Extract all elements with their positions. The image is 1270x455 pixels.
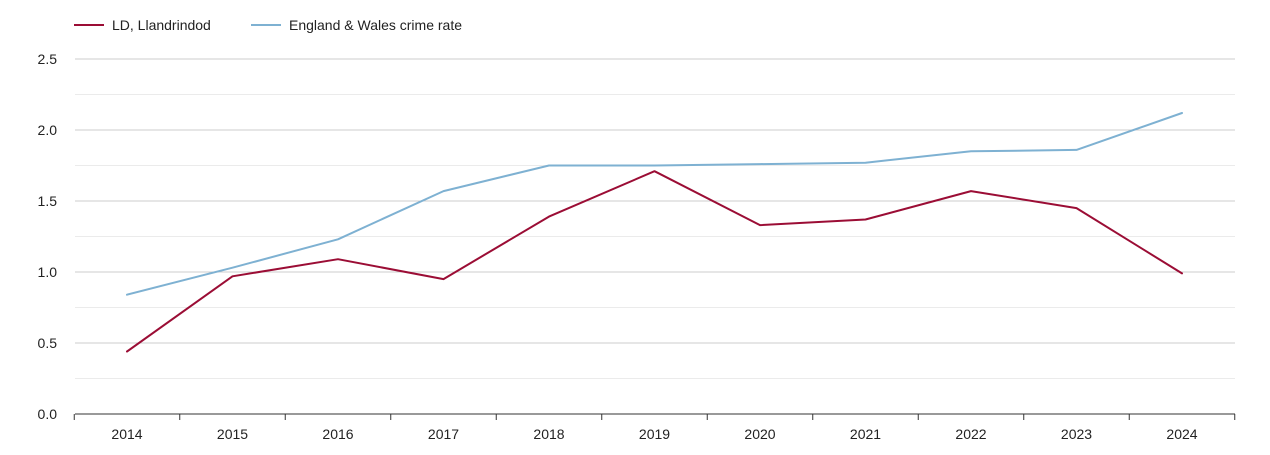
legend-label: LD, Llandrindod bbox=[112, 17, 211, 33]
y-tick-label: 1.5 bbox=[38, 193, 58, 209]
y-axis: 0.0 0.5 1.0 1.5 2.0 2.5 bbox=[38, 51, 58, 422]
x-tick-label: 2023 bbox=[1061, 426, 1092, 442]
y-tick-label: 1.0 bbox=[38, 264, 58, 280]
x-tick-label: 2024 bbox=[1166, 426, 1197, 442]
x-tick-label: 2020 bbox=[744, 426, 775, 442]
y-tick-label: 2.5 bbox=[38, 51, 58, 67]
x-tick-label: 2018 bbox=[533, 426, 564, 442]
x-tick-label: 2021 bbox=[850, 426, 881, 442]
x-tick-label: 2022 bbox=[955, 426, 986, 442]
x-tick-label: 2016 bbox=[322, 426, 353, 442]
gridlines bbox=[75, 58, 1235, 379]
x-tick-label: 2017 bbox=[428, 426, 459, 442]
legend: LD, Llandrindod England & Wales crime rat… bbox=[74, 17, 462, 33]
y-tick-label: 2.0 bbox=[38, 122, 58, 138]
series-line-0 bbox=[126, 170, 1183, 353]
x-axis: 2014 2015 2016 2017 2018 2019 2020 2021 2022 2023… bbox=[73, 413, 1236, 442]
legend-label: England & Wales crime rate bbox=[289, 17, 462, 33]
x-tick-label: 2014 bbox=[111, 426, 142, 442]
x-tick-label: 2019 bbox=[639, 426, 670, 442]
y-tick-label: 0.5 bbox=[38, 335, 58, 351]
series-group bbox=[126, 112, 1183, 353]
y-tick-label: 0.0 bbox=[38, 406, 58, 422]
series-line-1 bbox=[126, 112, 1183, 296]
x-tick-label: 2015 bbox=[217, 426, 248, 442]
